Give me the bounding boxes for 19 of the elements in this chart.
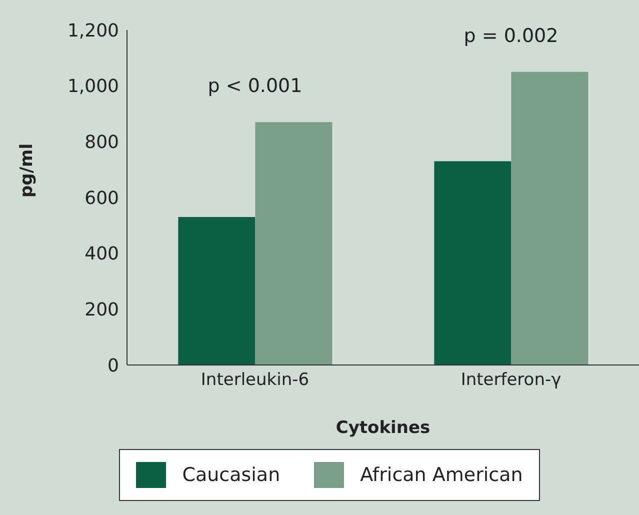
x-tick-label: Interferon-γ (460, 370, 562, 390)
y-tick-label: 400 (84, 244, 119, 265)
y-tick-label: 800 (84, 132, 119, 154)
bar (255, 122, 332, 365)
y-tick-label: 600 (84, 188, 119, 209)
bar (511, 72, 588, 365)
y-tick-label: 200 (84, 300, 119, 321)
x-tick-label: Interleukin-6 (200, 370, 310, 390)
x-axis-title: Cytokines (336, 418, 430, 438)
bar (178, 217, 256, 365)
y-axis-title: pg/ml (17, 143, 38, 198)
y-tick-label: 1,000 (67, 76, 119, 98)
annotation: p < 0.001 (208, 75, 302, 98)
y-tick-label: 1,200 (67, 20, 119, 42)
legend-label: Caucasian (182, 464, 280, 486)
bar (434, 161, 512, 365)
annotation: p = 0.002 (464, 24, 558, 47)
y-tick-label: 0 (108, 355, 119, 376)
legend-label: African American (360, 464, 523, 486)
